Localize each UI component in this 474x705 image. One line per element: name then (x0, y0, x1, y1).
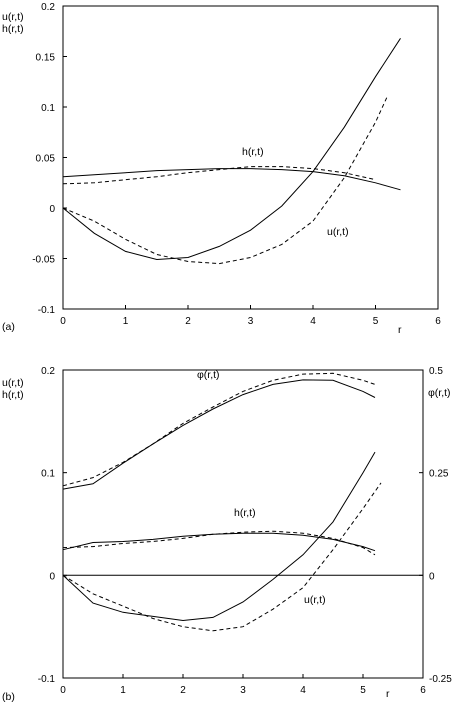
x-tick-label-a-1: 1 (123, 316, 129, 327)
panel-a: u(r,t) h(r,t) (a) r h(r,t) u(r,t) 0 1 2 3 4 5… (2, 2, 441, 336)
x-tick-label-b-1: 1 (120, 685, 126, 696)
x-tick-label-a-6: 6 (435, 316, 441, 327)
y-tick-label-b-1: 0 (49, 571, 55, 582)
y-tick-label-b-3: 0.2 (41, 366, 55, 377)
y-tick-label-a-2: 0 (49, 204, 55, 215)
xlabel-b: r (386, 688, 390, 700)
ylabel-a-line1: u(r,t) (2, 11, 24, 23)
panel-label-b: (b) (2, 691, 15, 703)
y2-tick-label-b-3: 0.5 (429, 366, 443, 377)
x-tick-label-a-4: 4 (310, 316, 316, 327)
x-tick-label-a-2: 2 (185, 316, 191, 327)
x-tick-label-a-0: 0 (60, 316, 66, 327)
xlabel-a: r (398, 324, 402, 336)
y-tick-label-a-3: 0.05 (36, 154, 56, 165)
annotation-h-b: h(r,t) (234, 507, 256, 519)
x-tick-label-a-3: 3 (248, 316, 254, 327)
annotation-u-a: u(r,t) (327, 226, 349, 238)
series-line-b-2 (62, 532, 376, 552)
y-tick-label-a-4: 0.1 (41, 103, 55, 114)
y-tick-label-a-1: -0.05 (32, 255, 55, 266)
y-tick-label-a-0: -0.1 (38, 305, 56, 316)
ticks-a: 0 1 2 3 4 5 6 -0.1 -0.05 0 0.05 0.1 0.15 0.2 (32, 2, 441, 327)
series-line-b-3 (62, 530, 376, 556)
series-line-b-0 (62, 379, 376, 490)
series-line-a-1 (62, 166, 376, 185)
series-line-b-1 (62, 372, 376, 487)
y-tick-label-a-5: 0.15 (36, 53, 56, 64)
y-tick-label-b-0: -0.1 (38, 674, 56, 685)
series-a (62, 38, 401, 265)
x-tick-label-b-6: 6 (420, 685, 426, 696)
series-b (62, 372, 423, 632)
y2label-b: φ(r,t) (428, 387, 451, 399)
y2-tick-label-b-1: 0 (429, 571, 435, 582)
ylabel-b-line1: u(r,t) (2, 377, 24, 389)
series-line-b-4 (62, 451, 376, 622)
y-tick-label-b-2: 0.1 (41, 469, 55, 480)
series-line-a-0 (62, 168, 401, 191)
panel-label-a: (a) (2, 321, 15, 333)
annotation-u-b: u(r,t) (304, 594, 326, 606)
y2-tick-label-b-2: 0.25 (429, 469, 449, 480)
panel-b: u(r,t) h(r,t) φ(r,t) (b) r φ(r,t) h(r,t)… (2, 366, 452, 703)
ylabel-a-line2: h(r,t) (2, 23, 24, 35)
x-tick-label-b-3: 3 (240, 685, 246, 696)
x-tick-label-b-2: 2 (180, 685, 186, 696)
x-tick-label-a-5: 5 (373, 316, 379, 327)
series-line-a-2 (62, 38, 401, 261)
x-tick-label-b-5: 5 (360, 685, 366, 696)
x-tick-label-b-4: 4 (300, 685, 306, 696)
x-tick-label-b-0: 0 (60, 685, 66, 696)
ylabel-b-line2: h(r,t) (2, 389, 24, 401)
series-line-b-5 (62, 482, 382, 632)
y-tick-label-a-6: 0.2 (41, 2, 55, 13)
ticks-b: 0 1 2 3 4 5 6 -0.1 0 0.1 0.2 -0.25 0 0.25 0.5 (38, 366, 452, 696)
series-line-a-3 (62, 94, 389, 265)
annotation-phi-b: φ(r,t) (197, 369, 220, 381)
annotation-h-a: h(r,t) (242, 146, 264, 158)
plot-frame-b (62, 369, 424, 679)
y2-tick-label-b-0: -0.25 (429, 674, 452, 685)
